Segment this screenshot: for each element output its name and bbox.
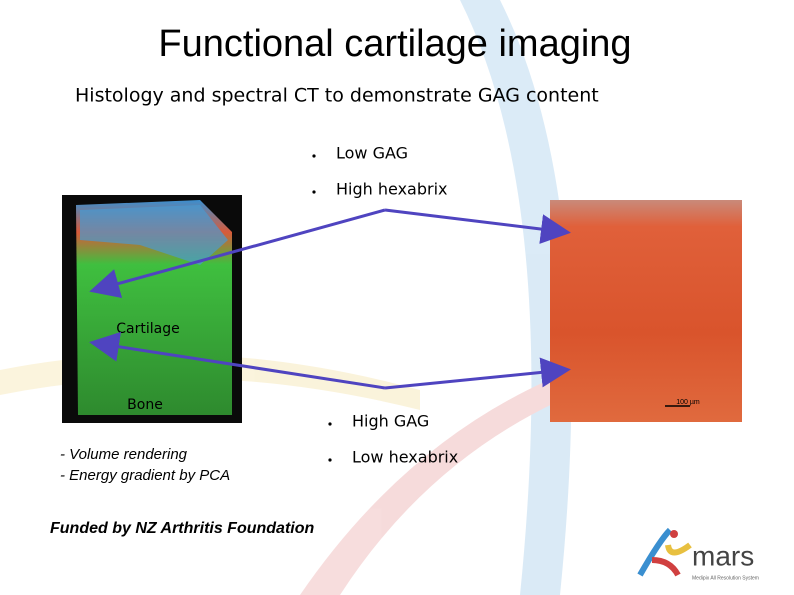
method-note: - Energy gradient by PCA <box>60 467 230 484</box>
bullet-dot <box>328 422 332 426</box>
logo-name: mars <box>692 540 754 571</box>
subtitle: Histology and spectral CT to demonstrate… <box>75 85 599 107</box>
bullet-dot <box>328 458 332 462</box>
arrows <box>89 208 571 390</box>
bullet: High GAG <box>352 412 429 431</box>
histology-image: 100 µm <box>550 200 742 422</box>
bullet: High hexabrix <box>336 180 447 199</box>
bullets-bottom: High GAG Low hexabrix <box>328 412 458 467</box>
ct-label: Bone <box>127 397 163 413</box>
funding: Funded by NZ Arthritis Foundation <box>50 520 314 537</box>
title: Functional cartilage imaging <box>158 23 631 65</box>
logo-tagline: Medipix All Resolution System <box>692 575 759 581</box>
ct-label: Cartilage <box>116 321 179 337</box>
logo: mars Medipix All Resolution System <box>637 527 759 581</box>
scale-bar-label: 100 µm <box>676 399 700 406</box>
method-note: - Volume rendering <box>60 446 188 463</box>
bullet-dot <box>312 154 316 158</box>
ct-image: Cartilage Bone <box>62 195 242 423</box>
bullet: Low hexabrix <box>352 448 458 467</box>
bullet: Low GAG <box>336 144 408 163</box>
bullet-dot <box>312 190 316 194</box>
bullets-top: Low GAG High hexabrix <box>312 144 447 199</box>
